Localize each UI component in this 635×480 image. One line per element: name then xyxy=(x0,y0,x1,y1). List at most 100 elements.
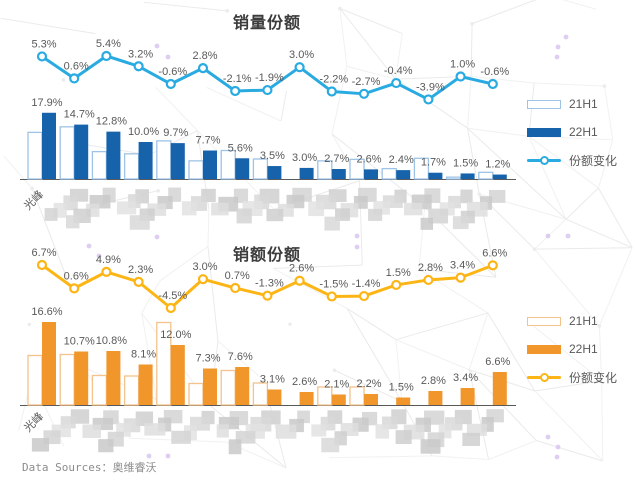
bar-21h1 xyxy=(156,140,172,180)
mesh-line xyxy=(280,90,288,122)
bar-value-label: 2.6% xyxy=(356,153,381,165)
legend-swatch-22h1-solid xyxy=(527,127,561,137)
mesh-line xyxy=(534,248,600,327)
line-marker xyxy=(487,78,498,90)
line-marker xyxy=(165,302,176,314)
bar-value-label: 10.7% xyxy=(64,336,95,348)
mesh-line xyxy=(334,369,403,403)
mesh-line xyxy=(467,76,472,129)
line-value-label: 6.7% xyxy=(31,247,56,259)
bar-22h1 xyxy=(138,142,153,179)
censored-axis-label xyxy=(116,201,137,215)
bar-22h1 xyxy=(267,166,282,179)
mesh-line xyxy=(339,8,396,80)
legend-label-21h1: 21H1 xyxy=(569,314,598,328)
bar-21h1 xyxy=(188,160,204,180)
line-swatch-marker xyxy=(540,155,549,165)
mesh-line xyxy=(272,267,348,310)
bar-value-label: 12.0% xyxy=(160,329,191,341)
censored-axis-label xyxy=(321,437,340,453)
line-marker xyxy=(197,63,209,74)
mesh-line xyxy=(528,136,567,220)
chart2-title: 销额份额 xyxy=(232,247,301,264)
bar-value-label: 10.0% xyxy=(128,126,159,138)
bar-22h1 xyxy=(492,174,507,179)
censored-axis-label xyxy=(420,217,434,230)
bar-21h1 xyxy=(27,354,43,406)
bar-22h1 xyxy=(428,391,443,405)
mesh-line xyxy=(143,1,228,12)
bar-value-label: 8.1% xyxy=(131,349,156,361)
mesh-node xyxy=(288,322,292,327)
bar-21h1 xyxy=(59,126,75,180)
bar-value-label: 2.7% xyxy=(324,153,349,165)
mesh-node xyxy=(61,78,66,82)
line-marker xyxy=(294,275,305,286)
bar-22h1 xyxy=(235,158,250,179)
bar-22h1 xyxy=(203,368,217,405)
line-value-label: -1.4% xyxy=(352,278,381,290)
censored-axis-label xyxy=(368,208,383,221)
bar-22h1 xyxy=(170,345,185,405)
censored-axis-label xyxy=(395,430,412,445)
mesh-node xyxy=(532,247,537,251)
mesh-line xyxy=(273,264,363,269)
censored-axis-label xyxy=(266,208,284,222)
legend-label-share-change: 份额变化 xyxy=(569,370,618,385)
mesh-line xyxy=(217,340,264,381)
mesh-node xyxy=(602,84,607,88)
mesh-line xyxy=(346,308,403,402)
censored-axis-label xyxy=(181,201,197,216)
line-value-label: 2.6% xyxy=(289,263,314,275)
mesh-line xyxy=(471,75,535,84)
line-value-label: -2.2% xyxy=(319,73,348,85)
mesh-line xyxy=(468,369,490,460)
line-value-label: 3.4% xyxy=(450,260,475,272)
legend-item-22h1: 22H1 xyxy=(527,335,633,363)
decor-dots xyxy=(86,34,571,460)
mesh-line xyxy=(155,86,198,131)
legend-swatch-line xyxy=(527,155,561,166)
legend-item-21h1: 21H1 xyxy=(527,90,633,118)
mesh-line xyxy=(565,187,599,220)
data-source-note: Data Sources：奥维睿沃 xyxy=(22,461,157,474)
decor-dot xyxy=(545,434,551,440)
decor-dot xyxy=(354,244,360,250)
line-value-label: 5.3% xyxy=(31,38,56,50)
decor-dot xyxy=(554,54,560,60)
mesh-line xyxy=(487,312,536,392)
mesh-line xyxy=(468,312,489,370)
censored-axis-label xyxy=(211,202,229,216)
bar-22h1 xyxy=(138,364,153,405)
mesh-line xyxy=(597,139,614,189)
bar-value-label: 2.6% xyxy=(292,376,317,388)
bar-value-label: 1.7% xyxy=(421,157,446,169)
decor-dot xyxy=(354,233,360,239)
mesh-node xyxy=(30,186,34,191)
mesh-line xyxy=(31,188,68,279)
censored-axis-label xyxy=(228,439,242,455)
mesh-line xyxy=(534,82,605,87)
line-value-label: -0.4% xyxy=(384,65,413,77)
mesh-line xyxy=(328,455,433,459)
decor-dot xyxy=(165,453,171,459)
bar-value-label: 1.2% xyxy=(485,159,510,171)
legend-item-share-change: 份额变化 xyxy=(527,363,633,391)
bar-value-label: 5.6% xyxy=(228,142,253,154)
x-axis-label-first: 光峰 xyxy=(21,409,46,434)
chart1-title: 销量份额 xyxy=(232,15,301,32)
legend-label-22h1: 22H1 xyxy=(569,125,598,139)
line-value-label: 3.0% xyxy=(192,261,217,273)
censored-axis-label xyxy=(452,216,469,230)
censored-axis-label xyxy=(236,208,252,224)
censored-axis-label xyxy=(462,432,480,446)
bar-value-label: 10.8% xyxy=(96,335,127,347)
line-marker xyxy=(69,283,80,294)
mesh-line xyxy=(603,86,614,140)
line-marker xyxy=(36,51,48,62)
decor-dot xyxy=(554,454,560,460)
bar-21h1 xyxy=(59,353,75,406)
line-value-label: -0.6% xyxy=(158,66,187,78)
bar-22h1 xyxy=(299,392,314,405)
bar-22h1 xyxy=(396,170,411,179)
